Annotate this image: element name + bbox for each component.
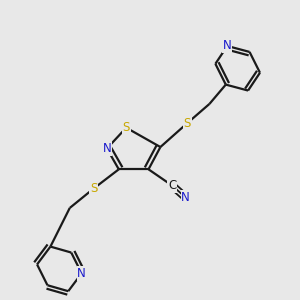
Text: S: S <box>184 117 191 130</box>
Text: S: S <box>90 182 97 195</box>
Text: N: N <box>181 191 190 204</box>
Text: N: N <box>223 40 232 52</box>
Text: N: N <box>77 267 86 280</box>
Text: N: N <box>103 142 111 155</box>
Text: C: C <box>168 179 176 192</box>
Text: S: S <box>122 121 130 134</box>
